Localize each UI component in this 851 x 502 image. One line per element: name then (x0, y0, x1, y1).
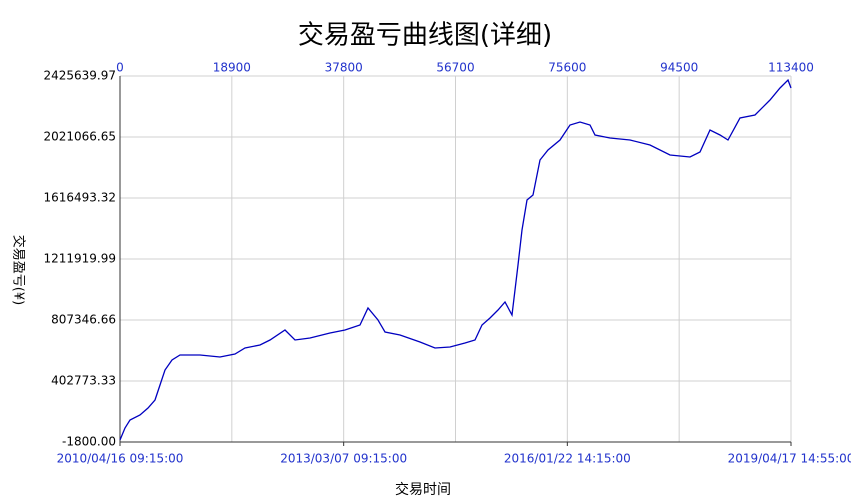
x-top-tick-label: 75600 (548, 61, 586, 75)
y-tick-label: 402773.33 (51, 374, 116, 388)
x-bottom-tick-label: 2010/04/16 09:15:00 (57, 452, 184, 466)
y-tick-label: 2021066.65 (43, 130, 116, 144)
x-top-tick-label: 94500 (660, 61, 698, 75)
x-bottom-tick-label: 2016/01/22 14:15:00 (504, 452, 631, 466)
x-bottom-tick-label: 2013/03/07 09:15:00 (280, 452, 407, 466)
x-top-tick-label: 37800 (325, 61, 363, 75)
y-tick-label: 807346.66 (51, 313, 116, 327)
y-tick-label: -1800.00 (62, 435, 116, 449)
x-top-tick-label: 18900 (213, 61, 251, 75)
x-top-tick-label: 113400 (768, 61, 814, 75)
chart-title: 交易盈亏曲线图(详细) (298, 21, 552, 51)
x-top-tick-label: 56700 (436, 61, 474, 75)
y-tick-label: 2425639.97 (43, 69, 116, 83)
data-line (119, 78, 792, 441)
x-bottom-tick-label: 2019/04/17 14:55:00 (728, 452, 851, 466)
y-axis-title: 交易盈亏(¥) (11, 235, 27, 305)
x-axis-title: 交易时间 (395, 481, 451, 498)
y-tick-label: 1616493.32 (43, 191, 116, 205)
y-tick-label: 1211919.99 (43, 252, 116, 266)
x-top-tick-label: 0 (116, 61, 124, 75)
